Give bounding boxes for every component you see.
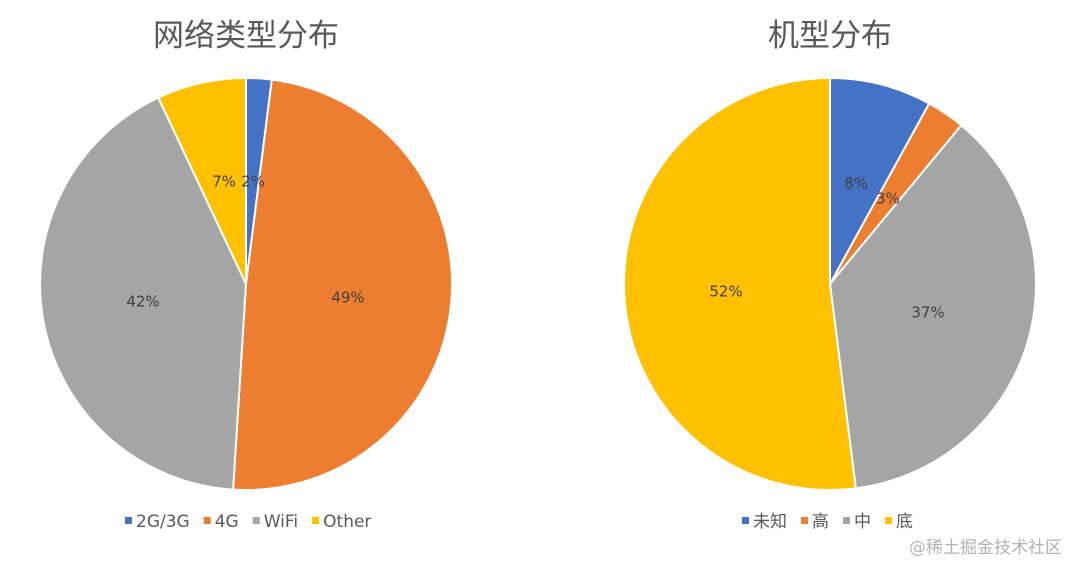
chart-title: 网络类型分布 (153, 18, 339, 54)
legend-label-category-2: 中 (854, 512, 871, 532)
legend-label-other: Other (323, 512, 371, 532)
data-label-wifi: 42% (126, 293, 159, 311)
device-model-pie-chart: 机型分布 8% 3% 37% 52% 未知 高 中 底 (623, 18, 1037, 532)
legend-swatch-4g (203, 517, 211, 524)
pie-slice-4g (232, 78, 453, 491)
pie-slice-category-2 (828, 123, 1037, 490)
data-label-category-3: 52% (709, 283, 742, 301)
data-label-category-0: 8% (844, 175, 868, 193)
legend-swatch-category-2 (843, 517, 850, 524)
data-label-4g: 49% (331, 289, 364, 307)
legend-swatch-category-0 (742, 517, 749, 524)
pie-slices (623, 76, 1037, 491)
legend-swatch-category-3 (885, 517, 892, 524)
legend-label-category-1: 高 (812, 512, 829, 532)
legend-label-wifi: WiFi (264, 512, 298, 532)
pie-slice-category-3 (623, 76, 857, 491)
pie-data-labels: 2% 49% 42% 7% (126, 173, 364, 311)
watermark-text: @稀土掘金技术社区 (909, 538, 1062, 558)
data-label-category-2: 37% (911, 304, 944, 322)
pie-slices (39, 76, 453, 491)
data-label-category-1: 3% (876, 190, 900, 208)
pie-slice-category-0 (829, 76, 931, 285)
data-label-other: 7% (212, 173, 236, 191)
legend: 未知 高 中 底 (742, 512, 913, 532)
legend-swatch-wifi (252, 517, 260, 524)
legend-swatch-2g-3g (125, 517, 132, 524)
legend-swatch-other (312, 517, 320, 524)
chart-title: 机型分布 (768, 18, 892, 54)
legend-label-category-3: 底 (896, 512, 913, 532)
pie-data-labels: 8% 3% 37% 52% (709, 175, 944, 322)
pie-slice-other (156, 76, 247, 285)
network-type-pie-chart: 网络类型分布 2% 49% 42% 7% 2G/3G 4G WiFi Other (39, 18, 453, 532)
legend-label-category-0: 未知 (753, 512, 787, 532)
legend-label-2g-3g: 2G/3G (136, 512, 190, 532)
legend-swatch-category-1 (801, 517, 808, 524)
pie-slice-wifi (39, 96, 248, 491)
legend-label-4g: 4G (215, 512, 239, 532)
legend: 2G/3G 4G WiFi Other (125, 512, 371, 532)
data-label-2g-3g: 2% (241, 173, 265, 191)
